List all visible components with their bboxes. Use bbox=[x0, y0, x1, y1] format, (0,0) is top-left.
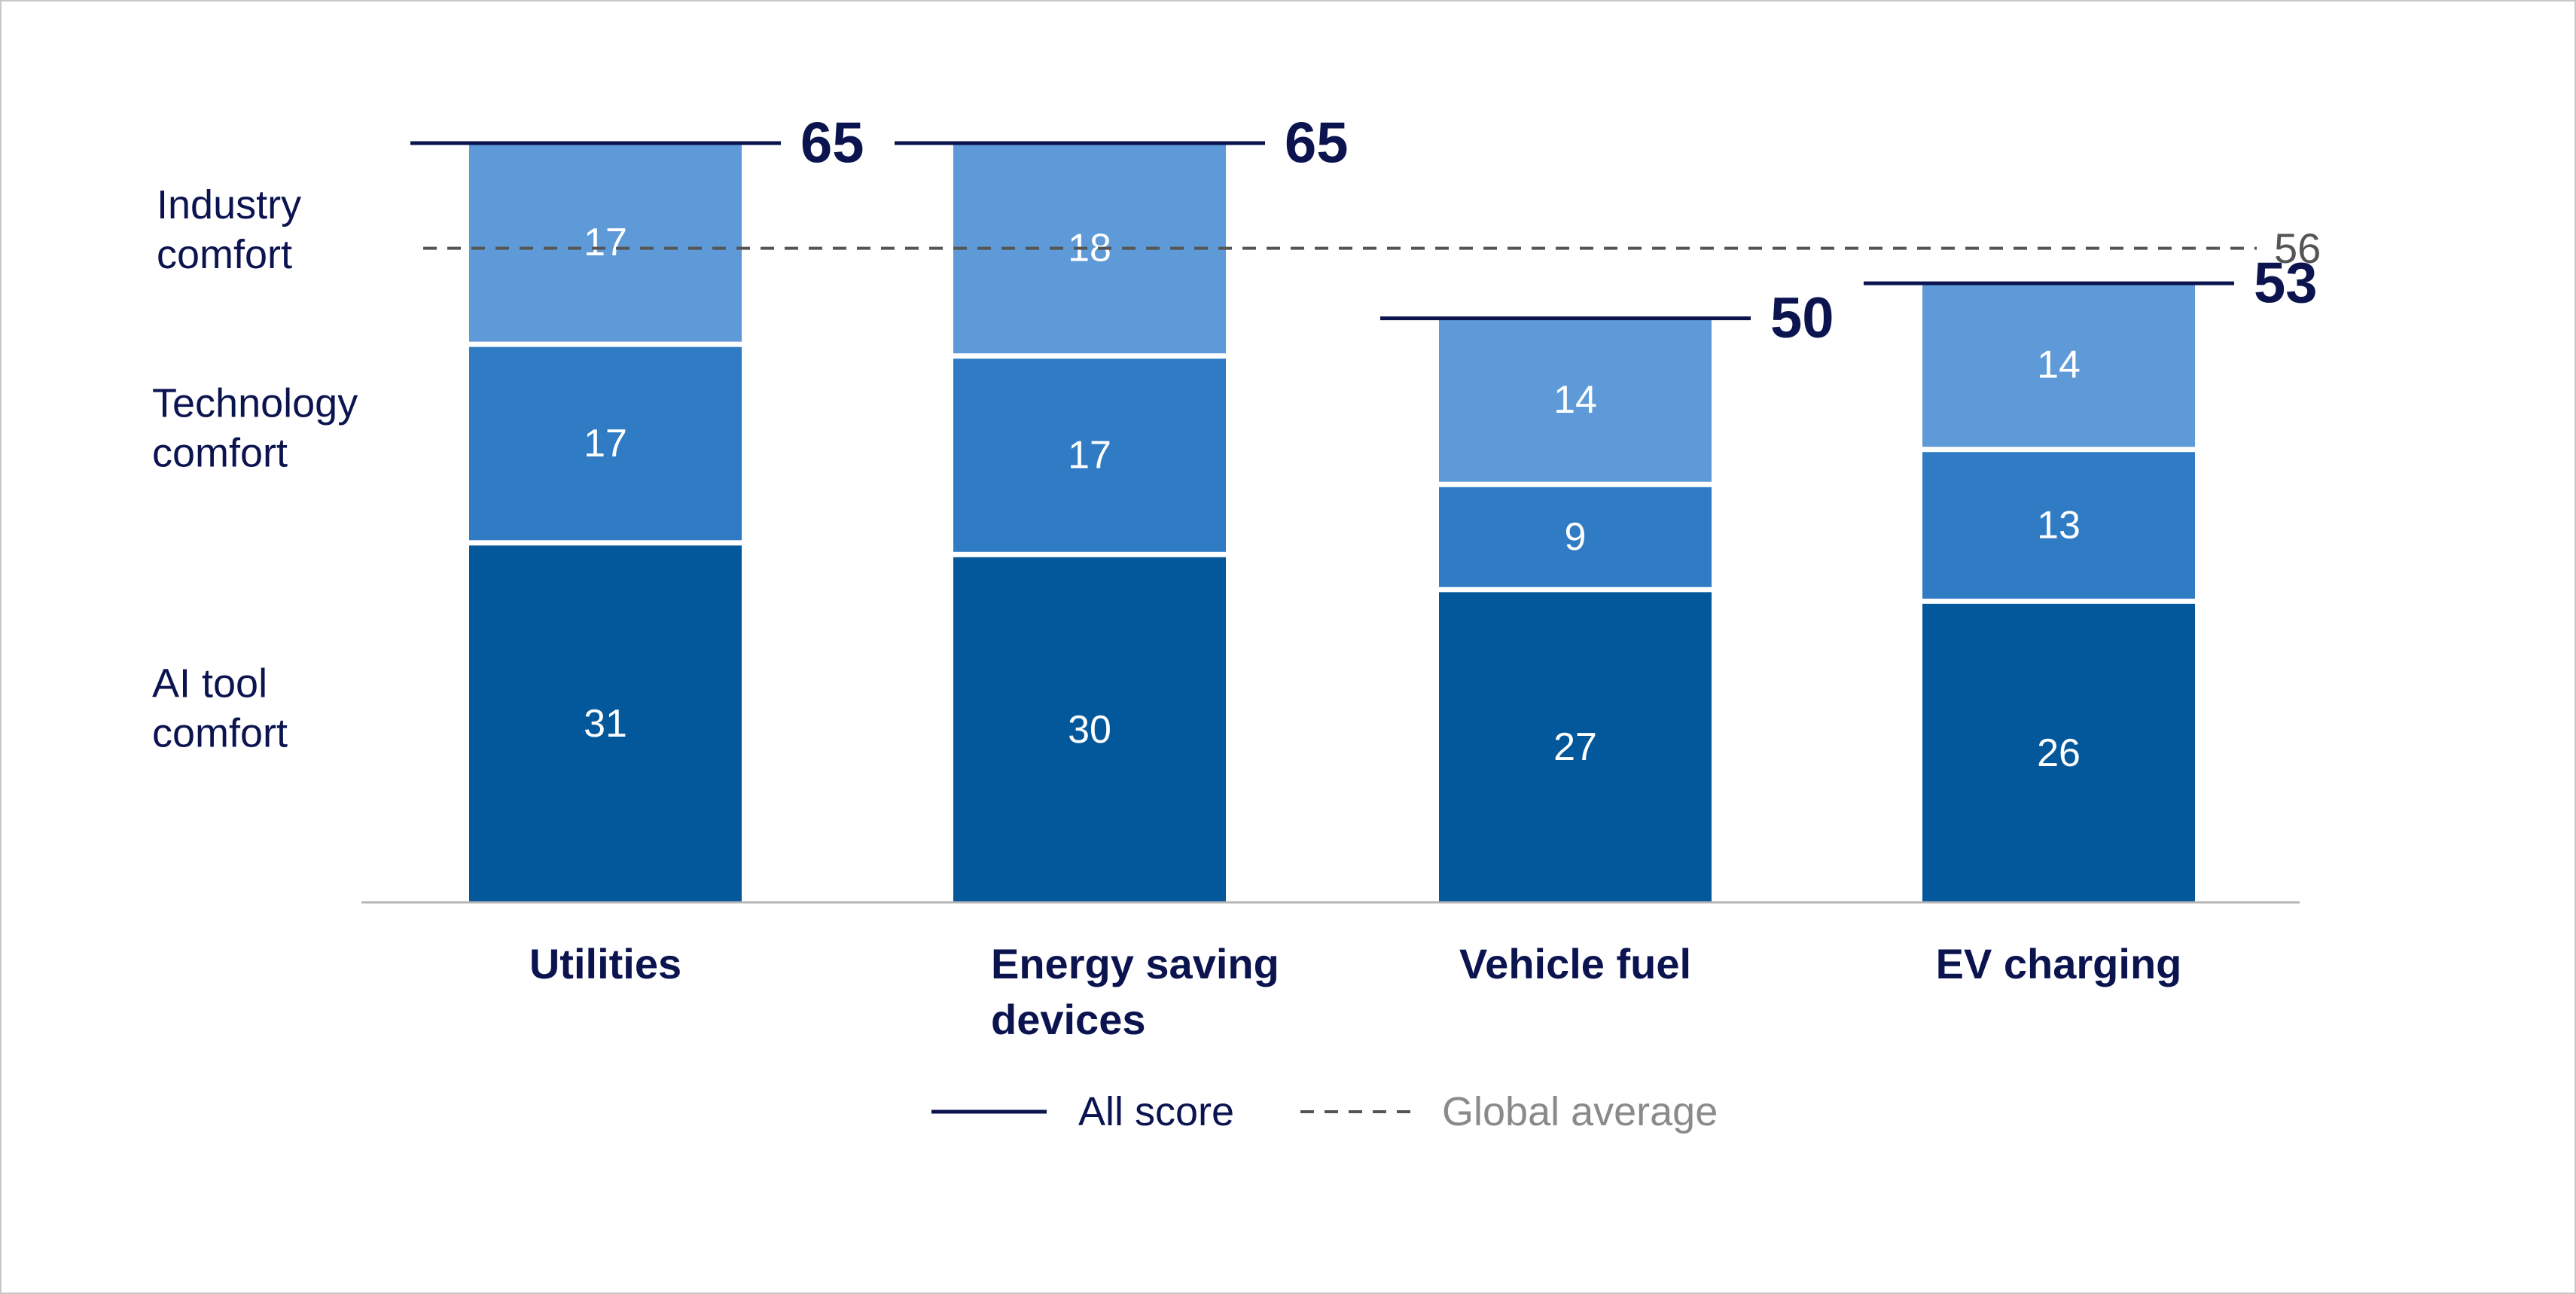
series-label-line: Industry bbox=[157, 182, 301, 227]
series-label-line: AI tool bbox=[152, 661, 267, 707]
all-score-label-utilities: 65 bbox=[800, 111, 864, 175]
category-label-line: devices bbox=[991, 996, 1146, 1043]
bar-segment-ai-tool-comfort-ev-charging bbox=[1922, 603, 2195, 902]
bar-segment-industry-comfort-utilities bbox=[469, 143, 742, 342]
data-label-technology-comfort-energy-saving-devices: 17 bbox=[1068, 433, 1111, 477]
all-score-label-vehicle-fuel: 50 bbox=[1770, 286, 1834, 350]
category-label-line: Vehicle fuel bbox=[1459, 940, 1691, 987]
category-label-utilities: Utilities bbox=[529, 940, 681, 987]
data-label-ai-tool-comfort-energy-saving-devices: 30 bbox=[1068, 708, 1111, 752]
series-label-line: Technology bbox=[152, 380, 358, 426]
series-label-line: comfort bbox=[157, 232, 292, 277]
data-label-technology-comfort-vehicle-fuel: 9 bbox=[1565, 515, 1587, 559]
data-label-technology-comfort-utilities: 17 bbox=[584, 422, 627, 465]
category-label-line: Utilities bbox=[529, 940, 681, 987]
bar-segment-technology-comfort-vehicle-fuel bbox=[1439, 487, 1712, 587]
category-labels-group: Utilities Energy saving devices Vehicle fue… bbox=[529, 940, 2182, 1043]
bar-segment-ai-tool-comfort-energy-saving-devices bbox=[953, 557, 1226, 902]
category-label-energy-saving-devices: Energy saving devices bbox=[991, 940, 1279, 1043]
legend-global-average-label: Global average bbox=[1442, 1089, 1718, 1134]
bar-segment-industry-comfort-ev-charging bbox=[1922, 283, 2195, 447]
global-average-group: 56 bbox=[423, 224, 2321, 272]
data-label-industry-comfort-ev-charging: 14 bbox=[2037, 343, 2081, 387]
global-average-label: 56 bbox=[2274, 224, 2321, 272]
series-label-technology-comfort: Technology comfort bbox=[152, 380, 358, 475]
bar-segment-industry-comfort-vehicle-fuel bbox=[1439, 318, 1712, 482]
bar-segment-ai-tool-comfort-vehicle-fuel bbox=[1439, 592, 1712, 902]
all-score-label-energy-saving-devices: 65 bbox=[1285, 111, 1349, 175]
series-label-ai-tool-comfort: AI tool comfort bbox=[152, 661, 288, 756]
data-label-technology-comfort-ev-charging: 13 bbox=[2037, 504, 2081, 548]
series-label-line: comfort bbox=[152, 430, 288, 475]
data-label-ai-tool-comfort-vehicle-fuel: 27 bbox=[1553, 725, 1597, 769]
all-score-label-ev-charging: 53 bbox=[2254, 252, 2318, 316]
bar-segment-ai-tool-comfort-utilities bbox=[469, 545, 742, 902]
bar-segment-technology-comfort-ev-charging bbox=[1922, 452, 2195, 599]
legend-all-score-label: All score bbox=[1078, 1089, 1234, 1134]
series-label-line: comfort bbox=[152, 711, 288, 756]
bar-segment-technology-comfort-utilities bbox=[469, 346, 742, 541]
bar-segment-technology-comfort-energy-saving-devices bbox=[953, 359, 1226, 552]
data-label-ai-tool-comfort-utilities: 31 bbox=[584, 702, 627, 746]
data-label-industry-comfort-vehicle-fuel: 14 bbox=[1553, 378, 1597, 422]
data-label-industry-comfort-utilities: 17 bbox=[584, 221, 627, 264]
category-label-line: Energy saving bbox=[991, 940, 1279, 987]
legend-group: All score Global average bbox=[931, 1089, 1718, 1134]
data-label-ai-tool-comfort-ev-charging: 26 bbox=[2037, 731, 2081, 775]
totals-group: 65 65 50 53 bbox=[410, 111, 2318, 350]
category-label-ev-charging: EV charging bbox=[1936, 940, 2182, 987]
category-label-line: EV charging bbox=[1936, 940, 2182, 987]
series-label-industry-comfort: Industry comfort bbox=[157, 182, 301, 277]
category-label-vehicle-fuel: Vehicle fuel bbox=[1459, 940, 1691, 987]
